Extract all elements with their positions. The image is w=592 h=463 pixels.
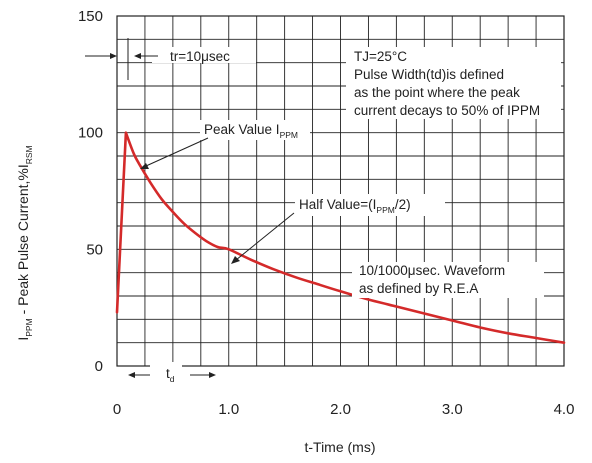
td-prefix: t — [166, 366, 170, 381]
tj-line-4: current decays to 50% of IPPM — [354, 103, 540, 118]
tr-label: tr=10μsec — [170, 49, 230, 64]
y-tick-label: 100 — [78, 125, 103, 142]
waveform-line-1: 10/1000μsec. Waveform — [359, 263, 505, 278]
y-axis-title-sub-1: PPM — [24, 318, 34, 336]
waveform-line-2: as defined by R.E.A — [359, 281, 478, 296]
half-value-suffix: /2) — [395, 197, 411, 212]
y-tick-label: 50 — [86, 241, 103, 258]
y-axis-title-sub-2: RSM — [24, 145, 34, 164]
y-axis-title: IPPM - Peak Pulse Current,%IRSM — [15, 145, 34, 340]
tj-line-3: as the point where the peak — [354, 85, 520, 100]
x-tick-label: 2.0 — [330, 401, 351, 418]
half-value-prefix: Half Value=(I — [299, 197, 376, 212]
peak-value-prefix: Peak Value I — [204, 122, 280, 137]
td-arrowhead-left — [128, 372, 135, 378]
plot-frame — [116, 15, 565, 367]
peak-value-label: Peak Value IPPM — [204, 122, 298, 140]
td-sub: d — [170, 374, 175, 384]
y-axis-title-middle: - Peak Pulse Current,%I — [15, 164, 31, 318]
series — [115, 131, 566, 344]
x-axis-title: t-Time (ms) — [304, 439, 375, 455]
td-label: td — [166, 366, 175, 384]
x-tick-label: 1.0 — [218, 401, 239, 418]
x-tick-label: 3.0 — [442, 401, 463, 418]
tj-line-2: Pulse Width(td)is defined — [354, 67, 504, 82]
y-axis-title-prefix: I — [15, 337, 31, 341]
tj-line-1: TJ=25°C — [354, 49, 407, 64]
half-arrowhead — [231, 256, 240, 264]
half-value-label: Half Value=(IPPM/2) — [299, 197, 411, 215]
x-tick-label: 0 — [113, 401, 121, 418]
peak-arrowhead — [140, 163, 149, 169]
peak-value-sub: PPM — [280, 130, 298, 140]
y-tick-label: 0 — [95, 358, 103, 375]
half-value-sub: PPM — [376, 205, 394, 215]
tr-arrowhead-left — [110, 53, 117, 59]
x-tick-label: 4.0 — [554, 401, 575, 418]
td-arrowhead-right — [209, 372, 216, 378]
half-arrow — [235, 212, 295, 261]
ticks: 0 1.0 2.0 3.0 4.0 0 50 100 150 — [78, 8, 574, 418]
series-line — [115, 131, 566, 344]
y-tick-label: 150 — [78, 8, 103, 25]
tr-arrowhead-right — [134, 53, 141, 59]
peak-arrow — [145, 137, 209, 167]
